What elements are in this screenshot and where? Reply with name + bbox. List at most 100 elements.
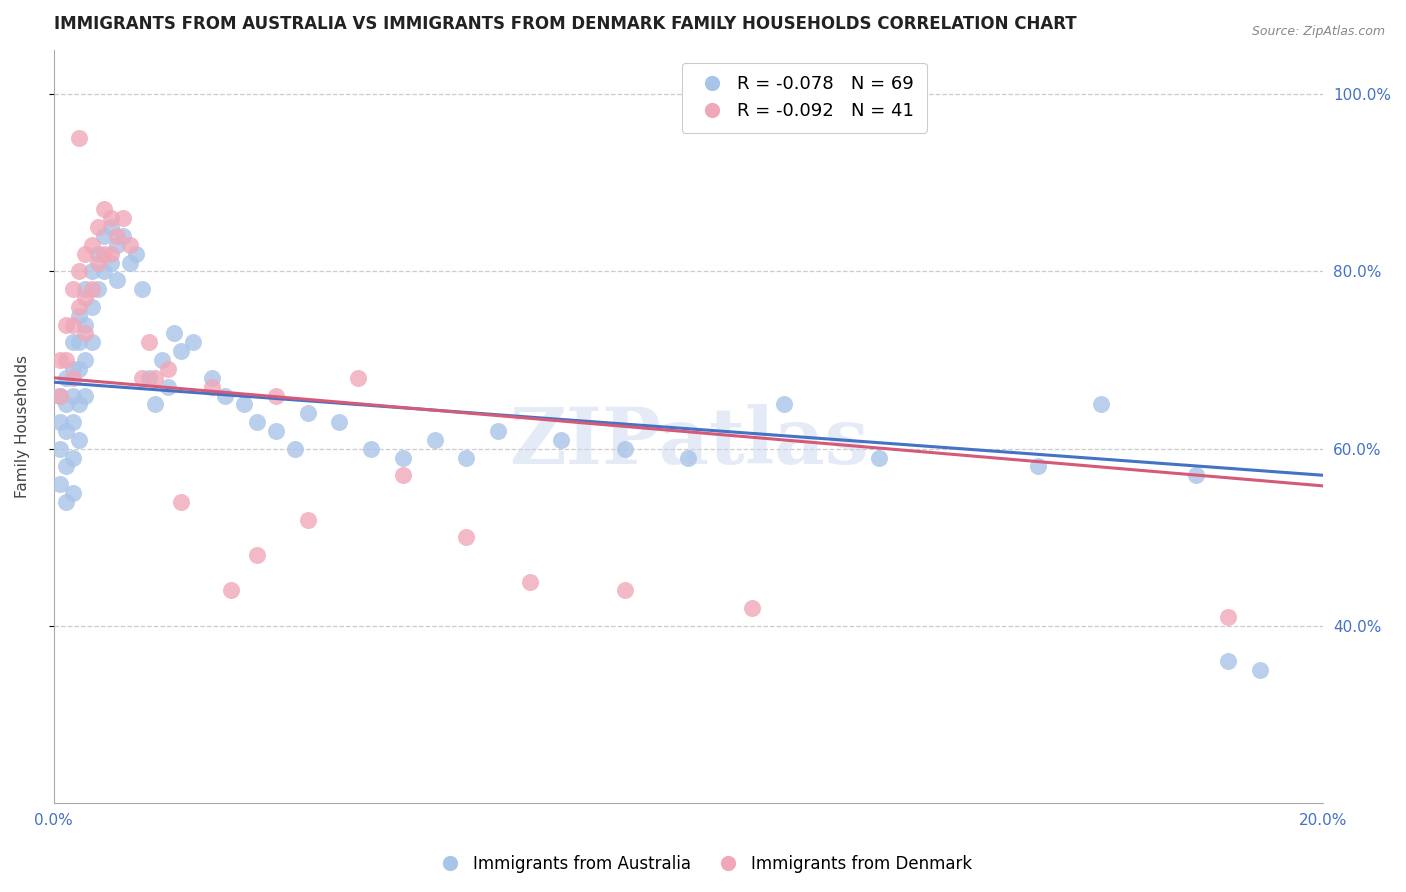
Point — [93, 246, 115, 260]
Point — [75, 388, 97, 402]
Point — [1185, 468, 1208, 483]
Point — [49, 353, 72, 368]
Point — [112, 229, 135, 244]
Point — [100, 211, 122, 226]
Point — [423, 433, 446, 447]
Point — [67, 335, 90, 350]
Point — [67, 433, 90, 447]
Text: ZIPatlas: ZIPatlas — [509, 403, 869, 480]
Point — [347, 371, 370, 385]
Point — [62, 450, 84, 465]
Point — [264, 388, 287, 402]
Point — [519, 574, 541, 589]
Point — [391, 468, 413, 483]
Point — [1026, 459, 1049, 474]
Point — [49, 388, 72, 402]
Point — [105, 237, 128, 252]
Point — [67, 131, 90, 145]
Point — [93, 229, 115, 244]
Point — [125, 246, 148, 260]
Point — [118, 255, 141, 269]
Point — [49, 442, 72, 456]
Point — [80, 237, 103, 252]
Point — [87, 246, 110, 260]
Legend: R = -0.078   N = 69, R = -0.092   N = 41: R = -0.078 N = 69, R = -0.092 N = 41 — [682, 62, 927, 133]
Point — [201, 371, 224, 385]
Point — [87, 220, 110, 235]
Point — [62, 362, 84, 376]
Point — [100, 246, 122, 260]
Point — [100, 220, 122, 235]
Point — [62, 371, 84, 385]
Point — [284, 442, 307, 456]
Point — [62, 415, 84, 429]
Point — [246, 548, 269, 562]
Point — [868, 450, 890, 465]
Point — [62, 335, 84, 350]
Point — [80, 282, 103, 296]
Point — [93, 264, 115, 278]
Point — [49, 477, 72, 491]
Point — [105, 273, 128, 287]
Point — [772, 397, 794, 411]
Point — [156, 362, 179, 376]
Point — [221, 583, 243, 598]
Point — [143, 371, 166, 385]
Point — [297, 406, 319, 420]
Point — [105, 229, 128, 244]
Point — [80, 300, 103, 314]
Point — [264, 424, 287, 438]
Point — [100, 255, 122, 269]
Point — [67, 264, 90, 278]
Point — [741, 601, 763, 615]
Point — [156, 379, 179, 393]
Point — [75, 353, 97, 368]
Point — [456, 530, 478, 544]
Point — [163, 326, 186, 341]
Point — [391, 450, 413, 465]
Point — [87, 255, 110, 269]
Point — [75, 246, 97, 260]
Point — [613, 583, 636, 598]
Point — [67, 309, 90, 323]
Point — [169, 344, 191, 359]
Point — [80, 335, 103, 350]
Point — [112, 211, 135, 226]
Point — [201, 379, 224, 393]
Point — [55, 318, 77, 332]
Point — [75, 318, 97, 332]
Point — [80, 264, 103, 278]
Point — [214, 388, 236, 402]
Text: Source: ZipAtlas.com: Source: ZipAtlas.com — [1251, 25, 1385, 38]
Point — [138, 335, 160, 350]
Point — [550, 433, 572, 447]
Point — [143, 397, 166, 411]
Point — [233, 397, 256, 411]
Point — [75, 282, 97, 296]
Point — [246, 415, 269, 429]
Point — [67, 362, 90, 376]
Point — [360, 442, 382, 456]
Point — [118, 237, 141, 252]
Text: IMMIGRANTS FROM AUSTRALIA VS IMMIGRANTS FROM DENMARK FAMILY HOUSEHOLDS CORRELATI: IMMIGRANTS FROM AUSTRALIA VS IMMIGRANTS … — [53, 15, 1076, 33]
Point — [67, 300, 90, 314]
Point — [75, 291, 97, 305]
Point — [613, 442, 636, 456]
Point — [93, 202, 115, 217]
Point — [87, 282, 110, 296]
Point — [55, 371, 77, 385]
Point — [1216, 610, 1239, 624]
Point — [55, 495, 77, 509]
Point — [55, 397, 77, 411]
Point — [1216, 654, 1239, 668]
Point — [297, 513, 319, 527]
Point — [55, 353, 77, 368]
Legend: Immigrants from Australia, Immigrants from Denmark: Immigrants from Australia, Immigrants fr… — [427, 848, 979, 880]
Point — [138, 371, 160, 385]
Point — [62, 318, 84, 332]
Point — [49, 388, 72, 402]
Y-axis label: Family Households: Family Households — [15, 355, 30, 498]
Point — [62, 282, 84, 296]
Point — [55, 424, 77, 438]
Point — [75, 326, 97, 341]
